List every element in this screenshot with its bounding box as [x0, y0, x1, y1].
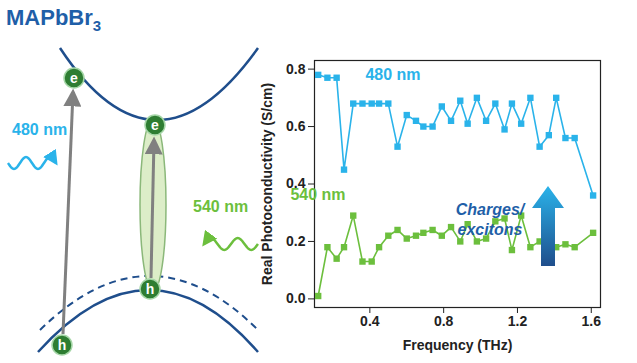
svg-text:Charges/excitons: Charges/excitons: [456, 201, 526, 238]
svg-text:540 nm: 540 nm: [290, 186, 345, 203]
svg-text:1.2: 1.2: [508, 313, 528, 329]
svg-text:Real Photoconductivity (S/cm): Real Photoconductivity (S/cm): [259, 83, 275, 285]
svg-text:0.4: 0.4: [360, 313, 380, 329]
svg-text:h: h: [146, 281, 155, 297]
svg-text:540 nm: 540 nm: [193, 198, 248, 215]
svg-text:h: h: [58, 337, 67, 353]
svg-text:480 nm: 480 nm: [365, 66, 420, 83]
svg-text:e: e: [151, 117, 159, 133]
svg-text:Frequency (THz): Frequency (THz): [403, 337, 513, 353]
svg-text:0.4: 0.4: [286, 175, 306, 192]
svg-text:0.6: 0.6: [286, 118, 306, 134]
svg-text:1.6: 1.6: [582, 313, 602, 329]
svg-text:480 nm: 480 nm: [12, 121, 67, 138]
svg-text:0.8: 0.8: [286, 61, 306, 77]
svg-text:MAPbBr3: MAPbBr3: [6, 5, 101, 34]
svg-text:0.2: 0.2: [286, 233, 306, 249]
svg-text:0.0: 0.0: [286, 290, 306, 306]
svg-text:e: e: [70, 70, 78, 86]
svg-text:0.8: 0.8: [434, 313, 454, 329]
